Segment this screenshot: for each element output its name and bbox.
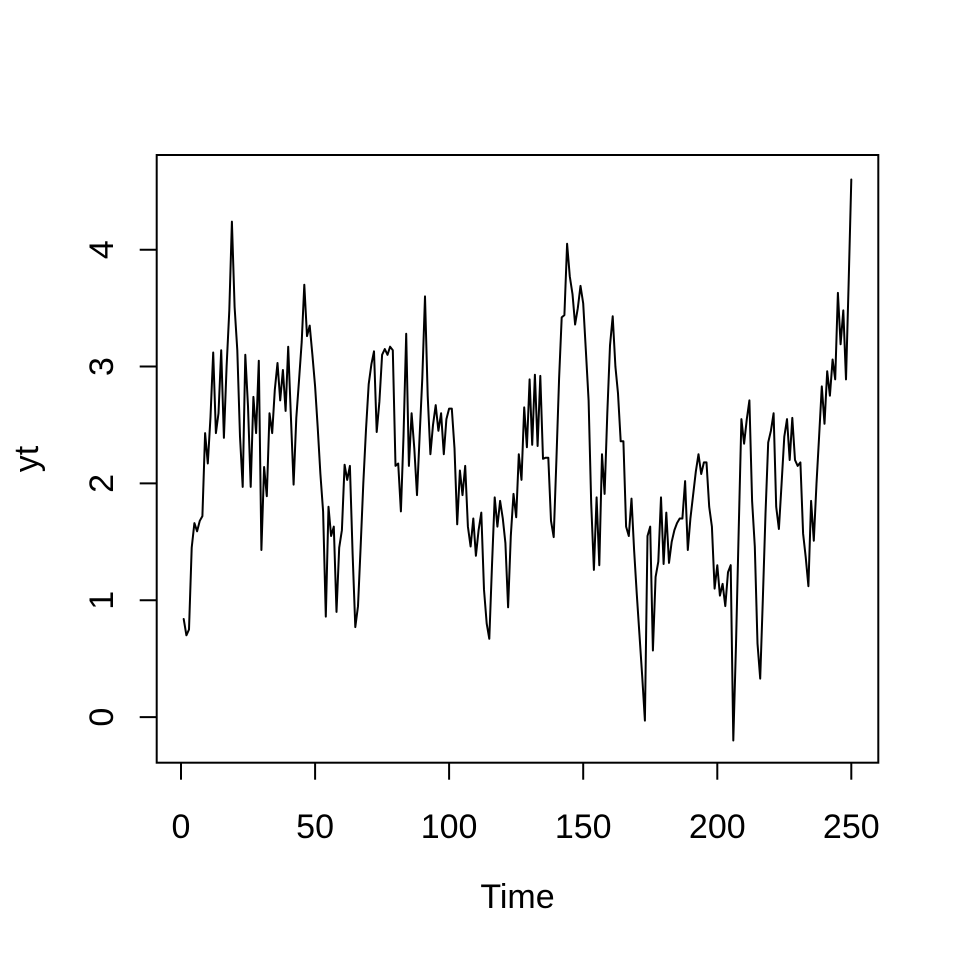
y-axis-tick-labels: 0 1 2 3 4 <box>83 240 121 726</box>
y-tick-label: 4 <box>83 240 121 259</box>
x-tick-label: 0 <box>172 808 191 846</box>
y-tick-label: 3 <box>83 357 121 376</box>
time-series-line <box>182 178 853 742</box>
x-axis-ticks <box>180 762 853 780</box>
y-axis-ticks <box>139 248 157 719</box>
y-tick-label: 0 <box>83 708 121 727</box>
y-tick-label: 2 <box>83 474 121 493</box>
plot-frame <box>155 154 880 764</box>
x-tick-label: 150 <box>555 808 612 846</box>
x-tick-label: 200 <box>689 808 746 846</box>
x-axis-title: Time <box>480 878 554 916</box>
x-tick-label: 100 <box>421 808 478 846</box>
x-tick-label: 250 <box>823 808 880 846</box>
x-axis-tick-labels: 0 50 100 150 200 250 <box>172 808 880 846</box>
y-tick-label: 1 <box>83 591 121 610</box>
x-tick-label: 50 <box>296 808 334 846</box>
y-axis-title: yt <box>8 445 46 472</box>
